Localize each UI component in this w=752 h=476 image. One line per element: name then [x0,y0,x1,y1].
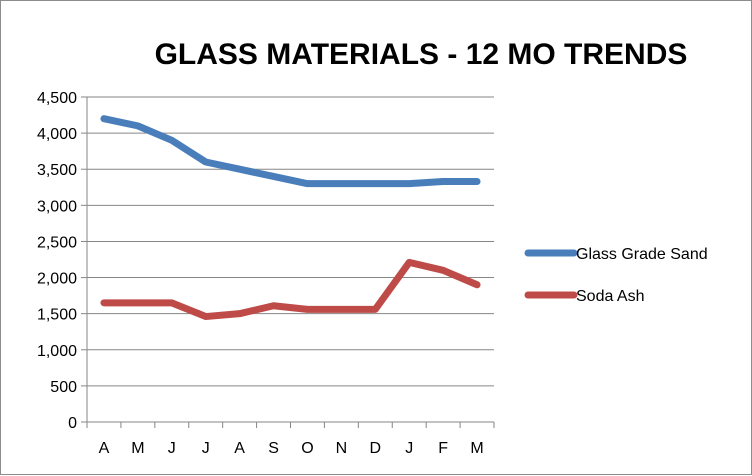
y-tick-label: 0 [68,415,77,432]
data-point [408,261,410,263]
data-point [306,308,308,310]
data-point [239,168,241,170]
data-point [442,269,444,271]
x-tick-label: M [470,440,483,457]
data-point [374,183,376,185]
data-point [408,183,410,185]
x-tick-label: J [168,440,176,457]
legend-label: Soda Ash [576,288,645,305]
data-point [442,181,444,182]
y-tick-label: 1,500 [37,307,77,324]
legend: Glass Grade Sand Soda Ash [524,246,708,305]
y-tick-label: 1,000 [37,343,77,360]
data-point [103,118,105,120]
data-point [239,313,241,315]
data-point [476,284,478,286]
axes: 0 500 1,000 1,500 2,000 2,500 3,000 3,500 4,000 4… [37,90,495,457]
x-tick-label: J [202,440,210,457]
data-point [340,308,342,310]
data-point [137,125,139,127]
series-line-0 [100,115,481,188]
y-tick-label: 500 [50,379,77,396]
series-line-1 [100,258,481,321]
x-tick-label: J [405,440,413,457]
data-point [340,183,342,185]
data-point [273,305,275,307]
y-tick-label: 4,500 [37,90,77,107]
x-tick-label: A [99,440,110,457]
data-point [306,183,308,185]
x-tick-label: S [268,440,279,457]
data-point [205,161,207,163]
legend-label: Glass Grade Sand [576,246,708,263]
data-point [476,181,478,182]
data-point [171,302,173,304]
data-point [103,302,105,304]
chart-title: GLASS MATERIALS - 12 MO TRENDS [155,38,688,71]
data-point [137,302,139,304]
x-tick-label: N [336,440,348,457]
data-point [171,139,173,141]
y-tick-label: 3,500 [37,162,77,179]
x-tick-label: F [438,440,448,457]
x-tick-label: A [234,440,245,457]
data-point [374,308,376,310]
y-tick-label: 4,000 [37,126,77,143]
x-tick-label: M [131,440,144,457]
y-tick-label: 2,500 [37,234,77,251]
y-tick-label: 2,000 [37,271,77,288]
data-point [205,316,207,318]
gridlines [87,96,494,387]
x-tick-label: D [370,440,382,457]
data-point [273,175,275,177]
y-tick-label: 3,000 [37,198,77,215]
series-lines [100,115,481,321]
x-tick-label: O [301,440,313,457]
